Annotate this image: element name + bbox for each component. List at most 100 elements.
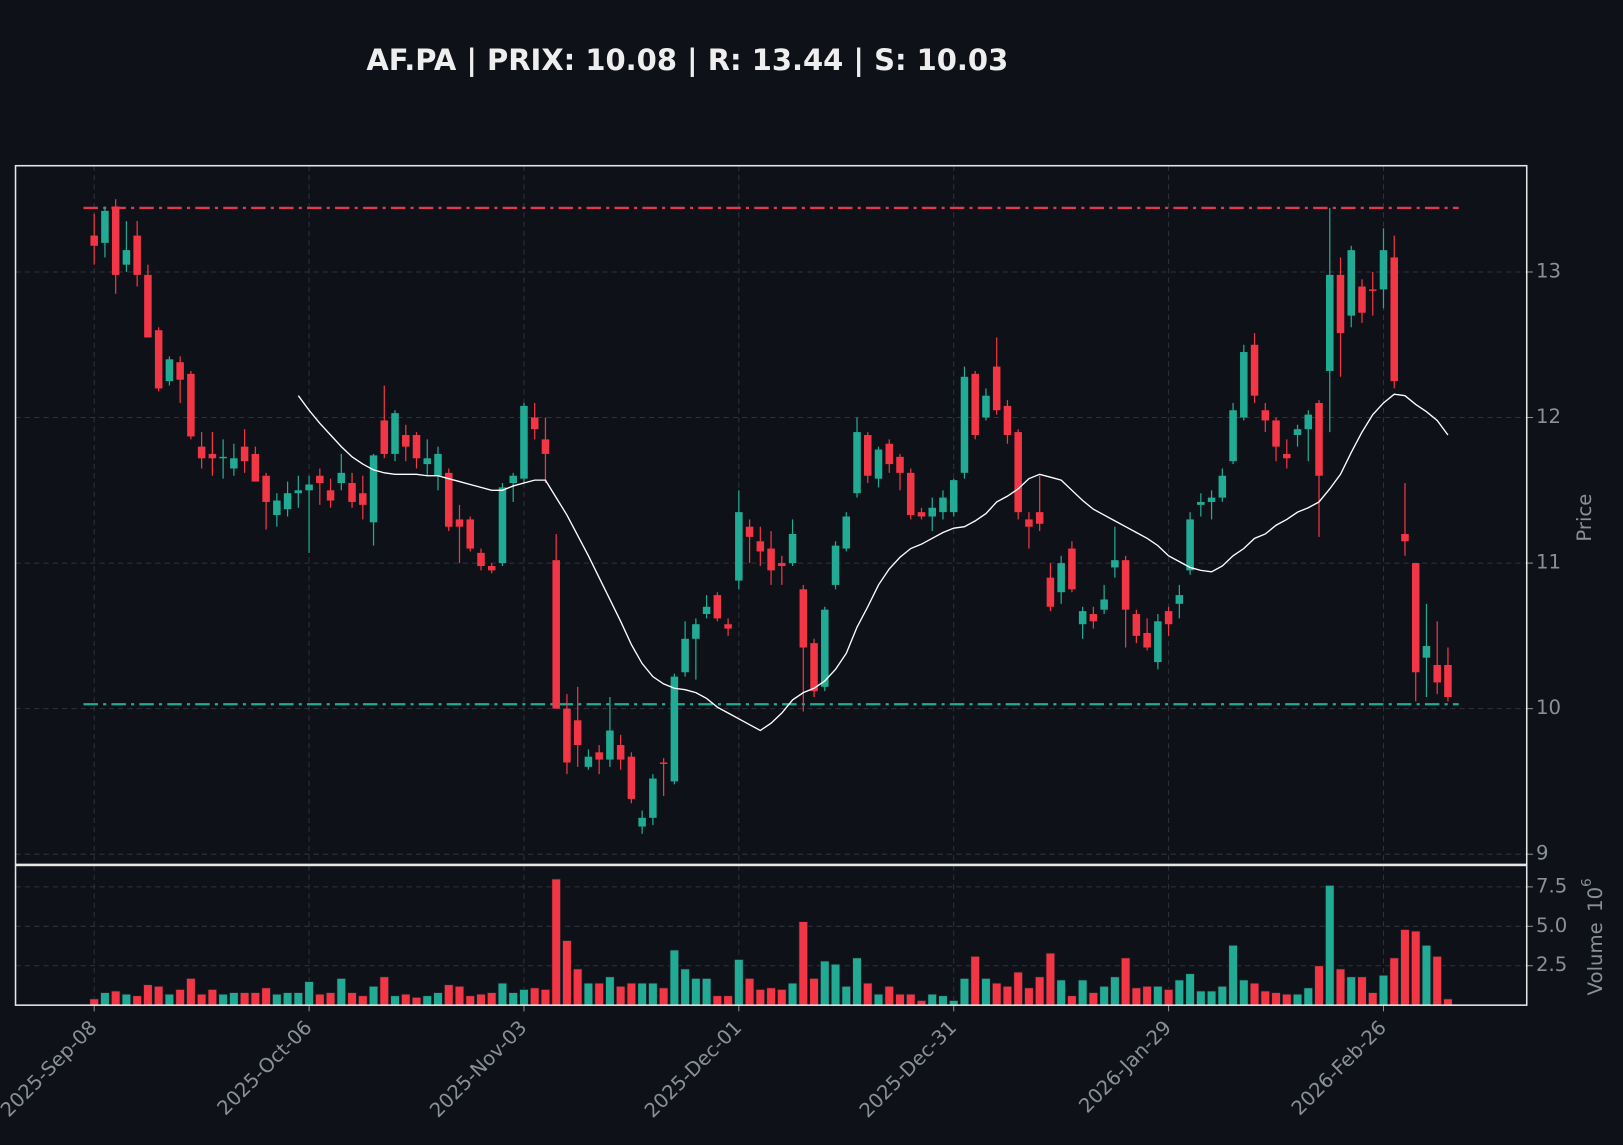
- candle-body: [810, 643, 818, 692]
- candle-body: [305, 484, 313, 491]
- volume-bar: [1142, 985, 1152, 1006]
- candle-body: [1272, 420, 1280, 447]
- candle-body: [1207, 497, 1216, 502]
- candle-body: [821, 609, 829, 687]
- candle-body: [1304, 414, 1313, 430]
- candle-body: [949, 480, 958, 513]
- volume-bar: [572, 968, 583, 1006]
- volume-bar: [734, 959, 744, 1006]
- candle-body: [1078, 611, 1087, 625]
- volume-bar: [443, 984, 454, 1006]
- candle-body: [874, 449, 883, 479]
- volume-bar: [809, 977, 819, 1006]
- candle-body: [906, 472, 915, 516]
- y-tick-label: 11: [1536, 551, 1561, 574]
- volume-bar: [551, 878, 562, 1006]
- candle-body: [466, 519, 474, 549]
- volume-bar: [927, 993, 938, 1006]
- candle-body: [692, 624, 700, 639]
- candle-body: [659, 762, 668, 764]
- y-tick-label: 12: [1536, 405, 1561, 428]
- moving-average-line: [297, 393, 1449, 732]
- volume-bar: [1024, 987, 1034, 1006]
- volume-bar: [1238, 979, 1249, 1006]
- candle-body: [509, 475, 517, 484]
- candle-body: [359, 493, 367, 505]
- volume-bar: [218, 993, 228, 1006]
- volume-bar: [390, 995, 400, 1006]
- volume-bar: [841, 985, 852, 1006]
- volume-bar: [175, 988, 185, 1006]
- candle-body: [1186, 519, 1194, 571]
- candle-body: [1229, 410, 1237, 462]
- volume-bar: [239, 992, 250, 1006]
- volume-bar: [293, 992, 304, 1006]
- candle-body: [122, 250, 131, 265]
- candle-body: [896, 456, 904, 473]
- volume-bar: [1335, 968, 1346, 1006]
- candle-body: [842, 516, 851, 549]
- candle-body: [230, 458, 238, 469]
- candle-body: [1240, 352, 1248, 418]
- candle-body: [713, 595, 722, 619]
- volume-bar: [1067, 995, 1077, 1006]
- candle-body: [520, 405, 528, 479]
- candle-body: [1003, 405, 1012, 435]
- volume-bar: [357, 995, 368, 1006]
- candle-body: [380, 420, 389, 454]
- candle-body: [1089, 614, 1098, 622]
- candle-body: [1121, 560, 1130, 610]
- volume-bar: [454, 985, 465, 1006]
- volume-bar: [658, 987, 669, 1006]
- candle-body: [992, 366, 1001, 411]
- y-tick-label: 5.0: [1536, 914, 1567, 937]
- candle-body: [1250, 344, 1259, 396]
- volume-bar: [895, 993, 905, 1006]
- volume-bar: [272, 993, 282, 1006]
- volume-bar: [583, 982, 594, 1006]
- volume-bar: [347, 992, 357, 1006]
- volume-bar: [196, 993, 207, 1006]
- candle-body: [530, 417, 539, 430]
- candle-body: [154, 330, 163, 389]
- candle-body: [251, 453, 260, 482]
- candle-body: [101, 210, 109, 243]
- volume-bar: [981, 977, 991, 1006]
- candle-body: [573, 720, 582, 746]
- candle-body: [799, 589, 808, 648]
- volume-bar: [486, 992, 497, 1006]
- volume-bar: [379, 976, 390, 1006]
- volume-bar: [100, 992, 110, 1006]
- volume-bar: [594, 982, 604, 1006]
- candle-body: [273, 500, 281, 516]
- volume-axis-label: Volume 106: [1580, 878, 1607, 995]
- candle-body: [1326, 274, 1334, 371]
- candle-body: [1422, 646, 1431, 658]
- candle-body: [606, 730, 614, 760]
- volume-bar: [314, 993, 325, 1006]
- candle-body: [1293, 429, 1302, 435]
- volume-bar: [411, 996, 422, 1006]
- volume-bar: [776, 988, 787, 1006]
- volume-offset-exponent: 6: [1580, 878, 1595, 887]
- candle-body: [391, 413, 399, 454]
- volume-bar: [1281, 993, 1292, 1006]
- candle-body: [402, 434, 410, 447]
- candle-body: [1358, 286, 1366, 313]
- candle-body: [1143, 632, 1151, 648]
- volume-bar: [691, 977, 701, 1006]
- candle-body: [595, 752, 603, 760]
- volume-bar: [991, 982, 1002, 1006]
- candle-body: [670, 676, 679, 782]
- candle-body: [111, 206, 120, 275]
- volume-bar: [905, 993, 916, 1006]
- volume-bar: [1088, 992, 1099, 1006]
- volume-bar: [1196, 990, 1206, 1006]
- candle-body: [477, 552, 485, 566]
- volume-bar: [519, 988, 529, 1006]
- volume-bar: [1002, 985, 1013, 1006]
- volume-bar: [1056, 979, 1066, 1006]
- volume-bar: [1346, 976, 1357, 1006]
- volume-bar: [680, 968, 690, 1006]
- volume-bar: [529, 987, 540, 1006]
